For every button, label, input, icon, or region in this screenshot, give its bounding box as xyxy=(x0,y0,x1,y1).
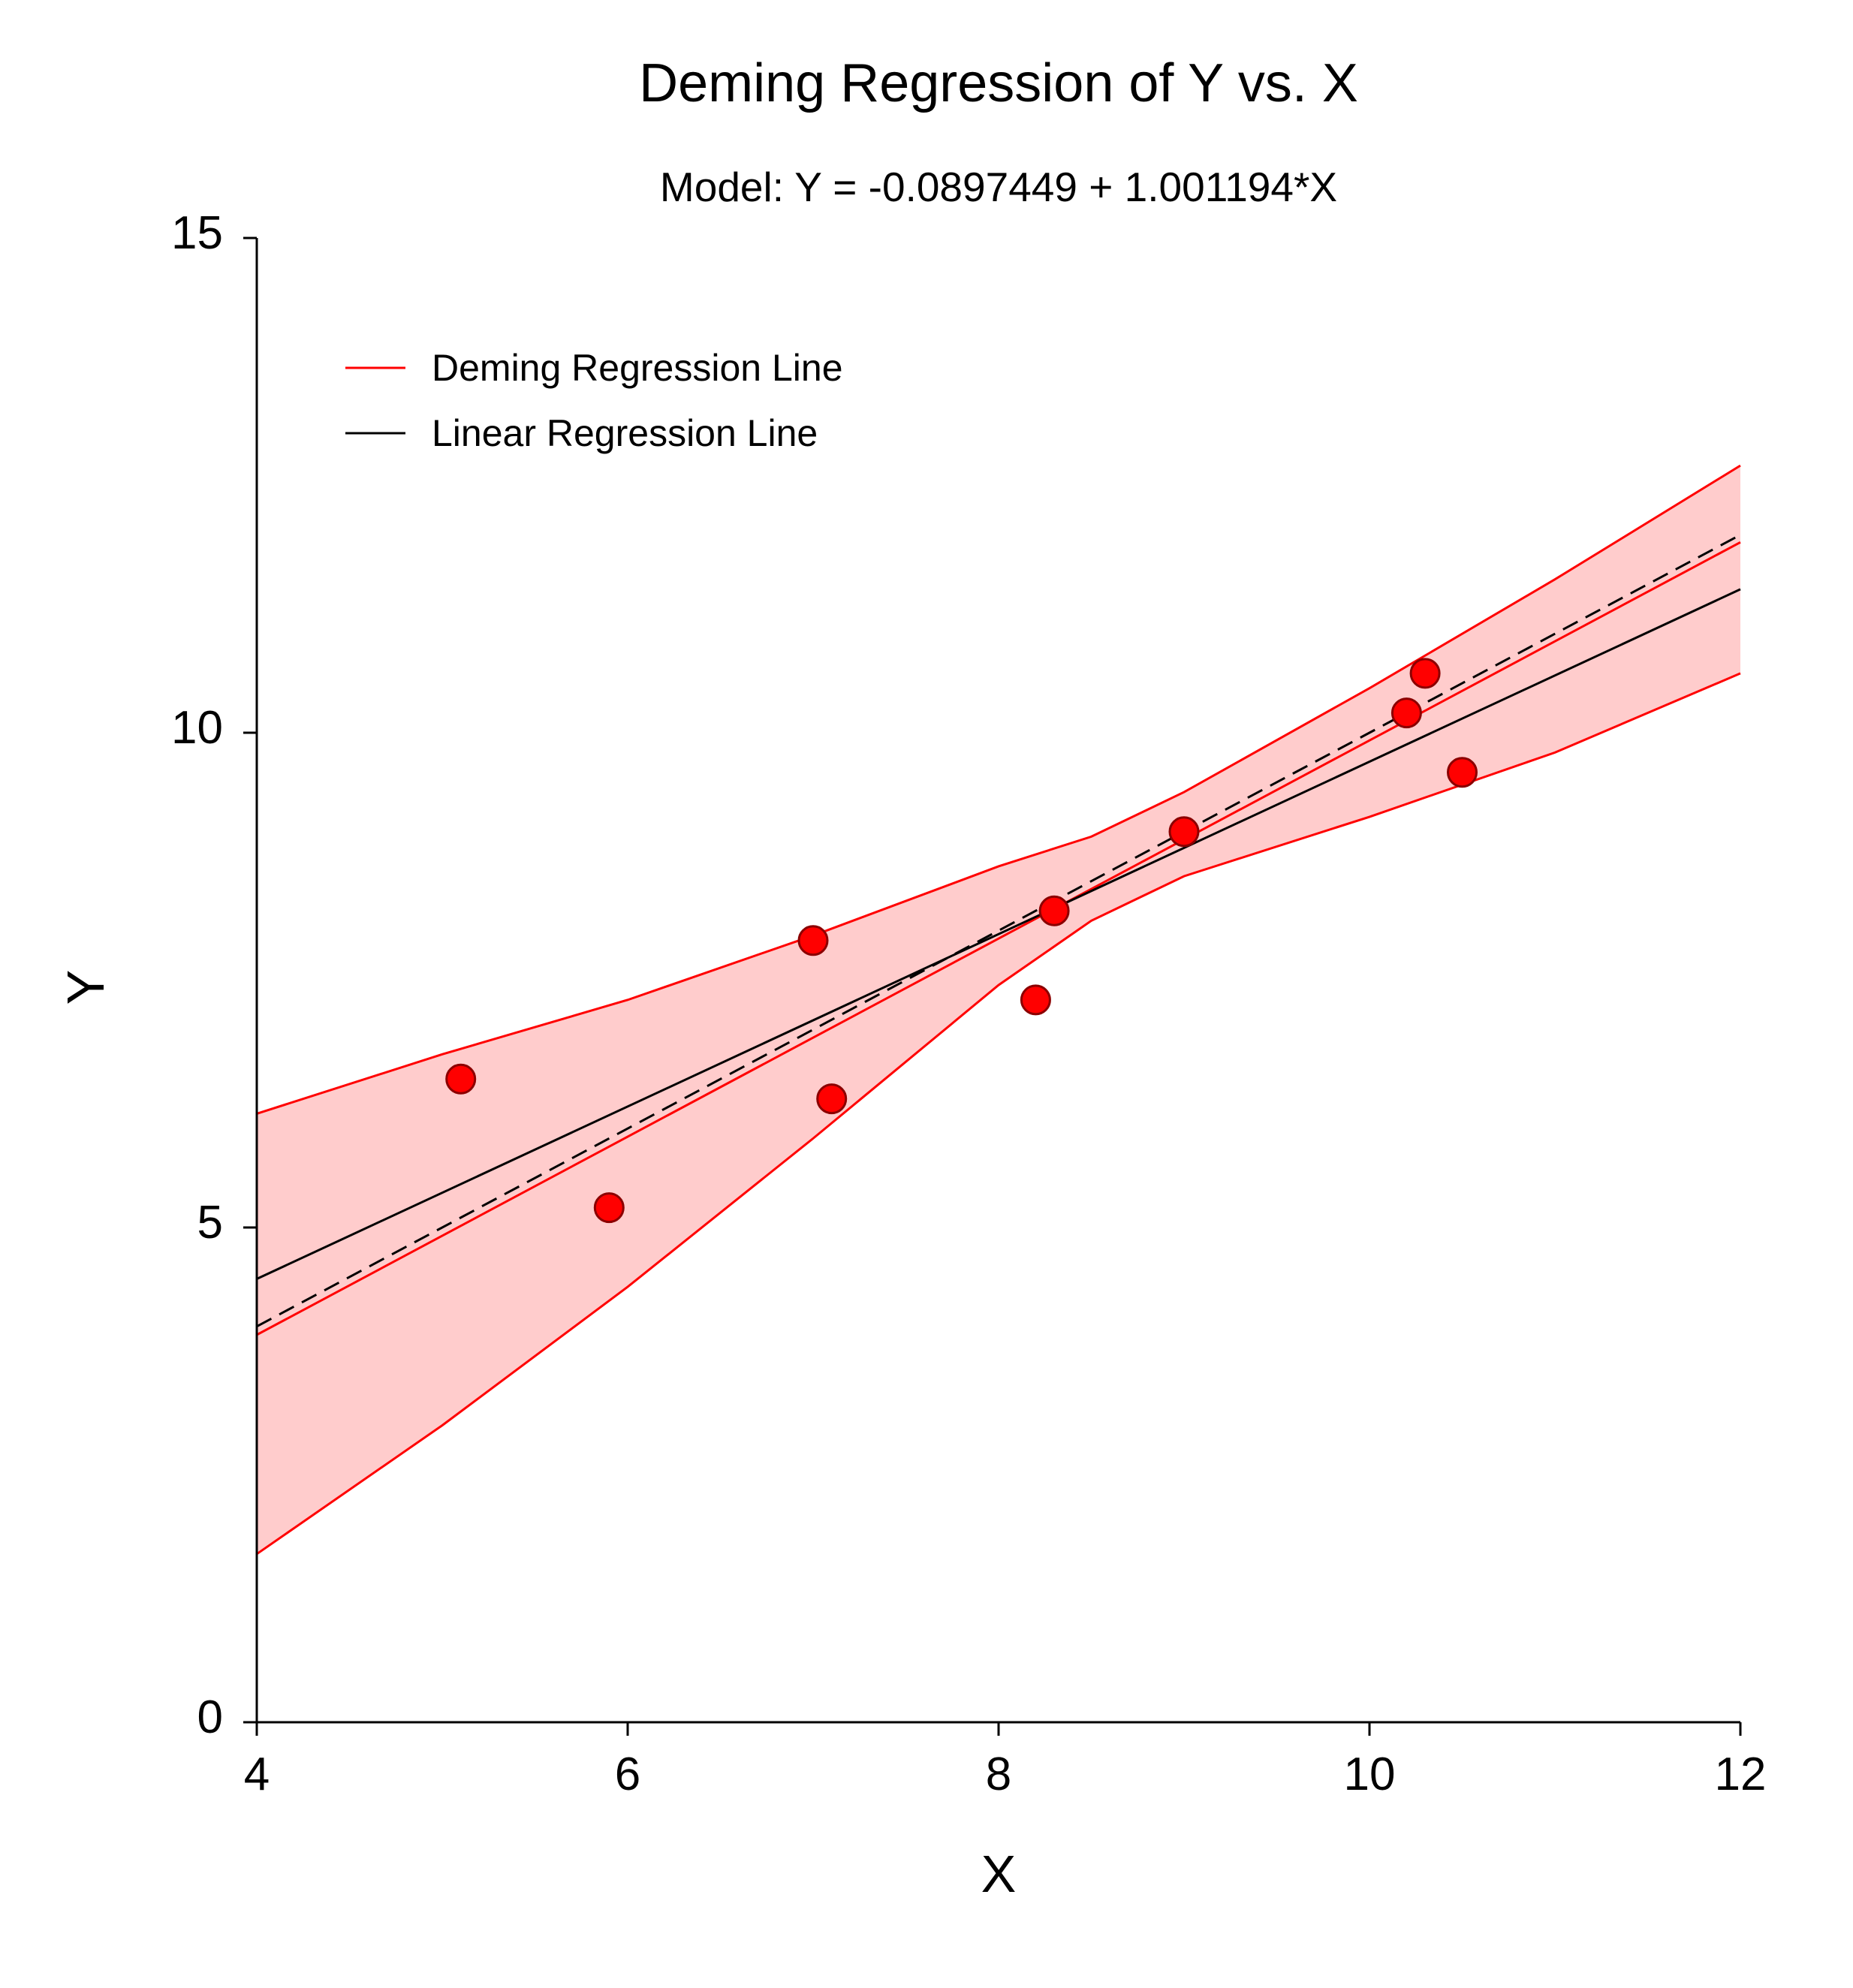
deming-regression-line xyxy=(256,541,1741,1336)
data-point xyxy=(445,1063,477,1095)
x-axis-label: X xyxy=(981,1845,1017,1903)
data-point xyxy=(1020,984,1051,1016)
legend-label-deming: Deming Regression Line xyxy=(432,347,843,389)
data-point xyxy=(797,925,829,956)
x-tick-label: 10 xyxy=(1344,1749,1396,1800)
data-points-layer xyxy=(445,658,1478,1224)
x-tick-label: 6 xyxy=(615,1749,640,1800)
linear-regression-line xyxy=(256,588,1741,1280)
chart-title: Deming Regression of Y vs. X xyxy=(639,53,1358,113)
legend: Deming Regression Line Linear Regression… xyxy=(345,347,843,454)
chart-subtitle: Model: Y = -0.0897449 + 1.001194*X xyxy=(660,164,1337,210)
y-tick-label: 10 xyxy=(171,702,223,754)
data-point xyxy=(816,1083,848,1115)
axes-layer: 4 6 8 10 12 0 5 10 15 xyxy=(171,207,1766,1800)
data-point xyxy=(1391,697,1422,729)
confidence-band-upper xyxy=(256,464,1741,1115)
y-axis-label: Y xyxy=(56,970,115,1005)
data-point xyxy=(593,1192,625,1224)
x-tick-label: 4 xyxy=(244,1749,270,1800)
data-point xyxy=(1447,757,1478,788)
data-point xyxy=(1168,816,1200,848)
data-point xyxy=(1409,658,1441,689)
y-tick-label: 5 xyxy=(197,1197,223,1249)
data-point xyxy=(1038,895,1070,926)
x-tick-label: 12 xyxy=(1715,1749,1767,1800)
y-tick-label: 15 xyxy=(171,207,223,259)
regression-lines-layer xyxy=(256,534,1741,1336)
legend-label-linear: Linear Regression Line xyxy=(432,412,818,454)
y-tick-label: 0 xyxy=(197,1691,223,1743)
x-tick-label: 8 xyxy=(986,1749,1011,1800)
confidence-band-fill xyxy=(257,465,1740,1554)
